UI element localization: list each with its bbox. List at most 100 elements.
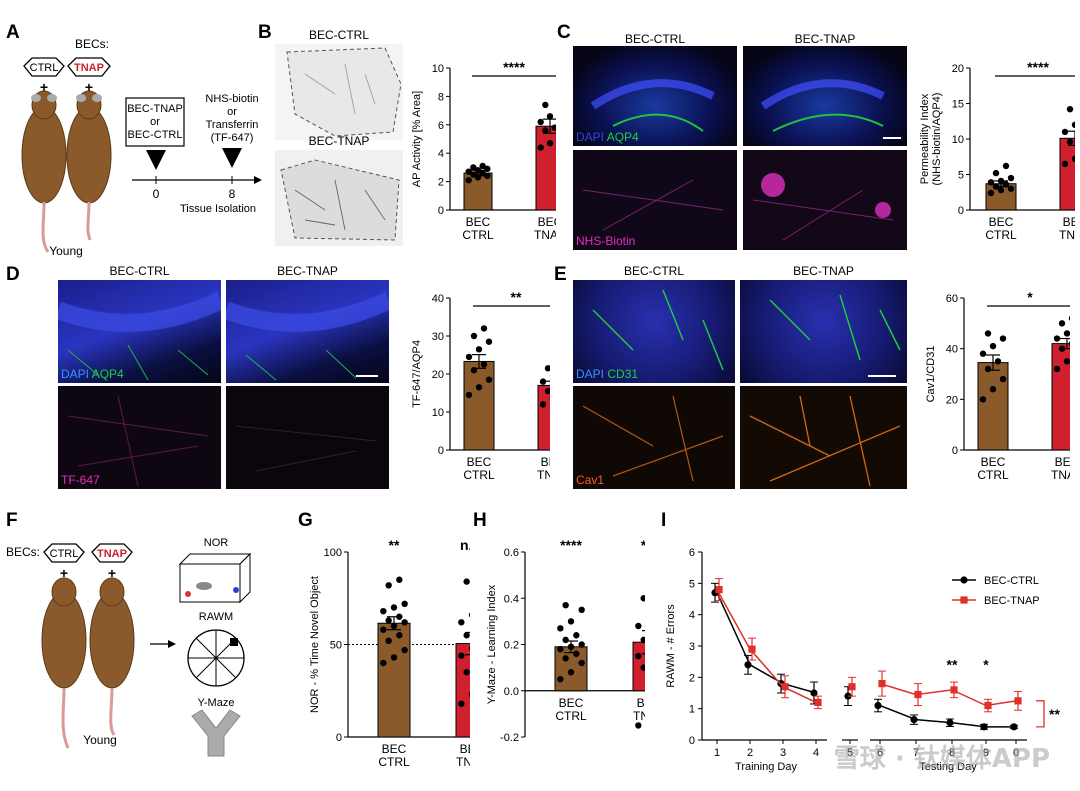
significance-D: ** <box>511 289 522 305</box>
data-point-G <box>396 632 403 639</box>
panel-f-schematic: BECs: CTRL TNAP + + Young NOR RAWM Y-Maz… <box>6 537 252 757</box>
data-point-tnap-I <box>878 680 886 688</box>
data-point-tnap-I <box>914 690 922 699</box>
data-point-G <box>390 654 398 661</box>
watermark: 雪球 · 钛媒体APP <box>833 744 1050 774</box>
data-point-B <box>465 168 472 175</box>
bar-G <box>377 622 411 738</box>
y-tick-label-C: 10 <box>952 134 964 146</box>
x-tick-label-I: 0 <box>1013 747 1019 759</box>
data-point-C <box>1007 185 1015 192</box>
data-point-B <box>537 118 544 126</box>
f-tnap-label: TNAP <box>97 548 127 560</box>
y-tick-label-D: 30 <box>432 331 444 343</box>
y-tick-label-I: 6 <box>689 547 695 559</box>
data-point-G <box>463 578 470 585</box>
x-label-G: BEC <box>382 742 407 756</box>
panel-letter-i: I <box>661 510 667 531</box>
legend-label-I: BEC-TNAP <box>984 595 1040 607</box>
data-point-C <box>1061 128 1069 136</box>
y-tick-label-D: 0 <box>438 445 444 457</box>
bar-C <box>1059 137 1075 211</box>
x-label2-E: TNAP <box>1051 468 1070 482</box>
data-point-D <box>539 378 547 385</box>
data-point-E <box>984 330 992 337</box>
data-point-E <box>989 342 997 350</box>
point-significance-I: * <box>983 657 989 673</box>
nor-box-icon <box>178 552 252 604</box>
data-point-tnap-I <box>748 645 756 653</box>
data-point-B <box>470 171 477 178</box>
data-point-C <box>987 189 995 197</box>
group-box <box>125 97 185 147</box>
y-axis-label-D: TF-647/AQP4 <box>411 340 423 408</box>
data-point-ctrl-I <box>946 719 954 727</box>
data-point-ctrl-I <box>810 689 818 697</box>
time-8: 8 <box>229 187 236 201</box>
y-tick-label-C: 20 <box>952 63 964 75</box>
data-point-D <box>475 384 483 391</box>
significance-E: * <box>1027 289 1033 305</box>
x-tick-label-I: 2 <box>747 747 753 759</box>
time-0: 0 <box>153 187 160 201</box>
ctrl-hexagon <box>23 57 65 77</box>
mouse-icon-right <box>66 90 112 241</box>
rawm-maze-icon <box>187 629 245 687</box>
x-label-H: BEC <box>637 696 645 710</box>
x-label-C: BEC <box>989 215 1014 229</box>
data-point-C <box>1071 155 1075 163</box>
data-point-tnap-I <box>814 698 822 706</box>
y-axis-label2-C: (NHS-biotin/AQP4) <box>931 93 943 186</box>
x-label2-C: TNAP <box>1059 228 1075 242</box>
data-point-ctrl-I <box>874 701 882 710</box>
panel-d-micrograph-tnap-tf <box>226 386 389 489</box>
panel-letter-c: C <box>557 22 571 43</box>
x-label2-G: CTRL <box>378 755 410 769</box>
y-axis-label-G: NOR - % Time Novel Object <box>309 576 321 713</box>
y-axis-label-B: AP Activity [% Area] <box>411 91 423 187</box>
data-point-B <box>465 176 472 184</box>
stain-label-d1: DAPI AQP4 <box>61 367 124 381</box>
y-axis-label-C: Permeability Index <box>919 93 931 184</box>
x-label-B: BEC <box>466 215 491 229</box>
data-point-C <box>997 186 1005 194</box>
data-point-D <box>485 376 493 383</box>
data-point-G <box>458 700 465 707</box>
panel-c-col2-label: BEC-TNAP <box>794 32 856 46</box>
y-tick-label-I: 4 <box>689 610 695 622</box>
data-point-G <box>385 582 392 589</box>
y-tick-label-I: 1 <box>689 704 695 716</box>
data-point-H <box>557 675 564 683</box>
overall-significance-I: ** <box>1049 706 1060 722</box>
y-tick-label-C: 0 <box>958 205 964 217</box>
x-tick-label-I: 9 <box>983 747 989 759</box>
data-point-G <box>401 619 408 626</box>
x-label-D: BEC <box>541 455 550 469</box>
data-point-C <box>997 177 1005 185</box>
panel-h-bar-chart: -0.2 0.0 0.2 0.4 0.6 Y-Maze - Learning Index B… <box>486 537 645 744</box>
data-point-G <box>401 646 408 654</box>
data-point-B <box>474 167 482 174</box>
x-label-E: BEC <box>1055 455 1070 469</box>
panel-e-micrograph-ctrl-cav1: Cav1 <box>573 386 735 489</box>
panel-letter-b: B <box>258 22 272 43</box>
legend-marker-I <box>960 596 968 604</box>
data-point-D <box>465 391 473 399</box>
panel-c-micrograph-tnap-nhs <box>743 150 907 250</box>
bar-D <box>537 384 550 451</box>
x-tick-label-I: 7 <box>913 747 919 759</box>
series-line-I <box>716 592 817 694</box>
data-point-G <box>380 659 387 667</box>
stain-label-c1: DAPI AQP4 <box>576 130 639 144</box>
x-axis-label-testing-I: Testing Day <box>919 761 977 773</box>
y-tick-label-I: 2 <box>689 672 695 684</box>
data-point-G <box>468 612 470 618</box>
panel-e-micrograph-tnap-cav1 <box>740 386 907 489</box>
x-label2-B: CTRL <box>462 228 494 242</box>
inj-line3: Transferrin <box>206 119 259 131</box>
legend-label-I: BEC-CTRL <box>984 575 1039 587</box>
x-tick-label-I: 4 <box>813 747 819 759</box>
panel-b-img-top-label: BEC-CTRL <box>308 28 369 42</box>
